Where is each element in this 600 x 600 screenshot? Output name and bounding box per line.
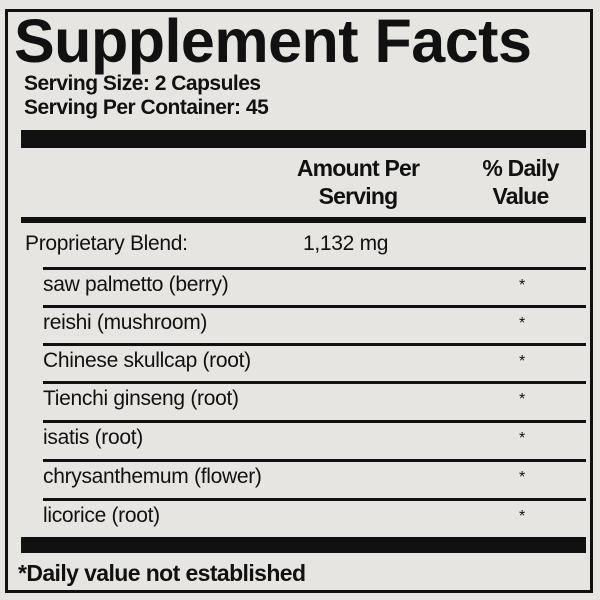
row-divider: [43, 459, 586, 462]
ingredient-name: reishi (mushroom): [43, 311, 208, 334]
amount-per-serving-header: Amount Per Serving: [278, 154, 438, 210]
daily-value-asterisk: *: [519, 469, 526, 486]
panel-title: Supplement Facts: [14, 7, 532, 75]
ingredient-row: isatis (root) *: [43, 420, 586, 456]
daily-value-asterisk: *: [519, 315, 526, 332]
row-divider: [43, 420, 586, 423]
daily-value-asterisk: *: [519, 391, 526, 408]
thick-divider-bottom: [21, 537, 586, 553]
ingredient-name: Chinese skullcap (root): [43, 349, 251, 372]
ingredient-name: isatis (root): [43, 426, 143, 449]
row-divider: [43, 381, 586, 384]
ingredient-name: chrysanthemum (flower): [43, 465, 262, 488]
servings-per-container: Serving Per Container: 45: [24, 96, 269, 119]
ingredient-name: licorice (root): [43, 504, 160, 527]
ingredient-row: saw palmetto (berry) *: [43, 267, 586, 303]
ingredient-row: reishi (mushroom) *: [43, 305, 586, 341]
serving-size: Serving Size: 2 Capsules: [24, 72, 261, 95]
daily-value-asterisk: *: [519, 353, 526, 370]
row-divider: [43, 498, 586, 501]
daily-value-asterisk: *: [519, 277, 526, 294]
amount-header-line1: Amount Per: [296, 155, 420, 181]
daily-value-asterisk: *: [519, 430, 526, 447]
row-divider: [43, 343, 586, 346]
amount-header-line2: Serving: [318, 183, 399, 209]
ingredient-name: Tienchi ginseng (root): [43, 387, 239, 410]
row-divider: [43, 305, 586, 308]
header-divider: [21, 217, 586, 223]
blend-amount: 1,132 mg: [303, 232, 389, 255]
supplement-facts-panel: Supplement Facts Serving Size: 2 Capsule…: [5, 7, 593, 593]
ingredient-row: chrysanthemum (flower) *: [43, 459, 586, 495]
daily-value-asterisk: *: [519, 508, 526, 525]
dv-header-line1: % Daily: [482, 155, 559, 181]
daily-value-header: % Daily Value: [463, 154, 578, 210]
ingredient-row: licorice (root) *: [43, 498, 586, 534]
ingredient-name: saw palmetto (berry): [43, 273, 229, 296]
dv-header-line2: Value: [492, 183, 549, 209]
blend-label: Proprietary Blend:: [25, 232, 188, 255]
row-divider: [43, 267, 586, 270]
ingredient-row: Tienchi ginseng (root) *: [43, 381, 586, 417]
ingredient-row: Chinese skullcap (root) *: [43, 343, 586, 379]
footnote: *Daily value not established: [18, 560, 306, 586]
thick-divider-top: [21, 130, 586, 148]
